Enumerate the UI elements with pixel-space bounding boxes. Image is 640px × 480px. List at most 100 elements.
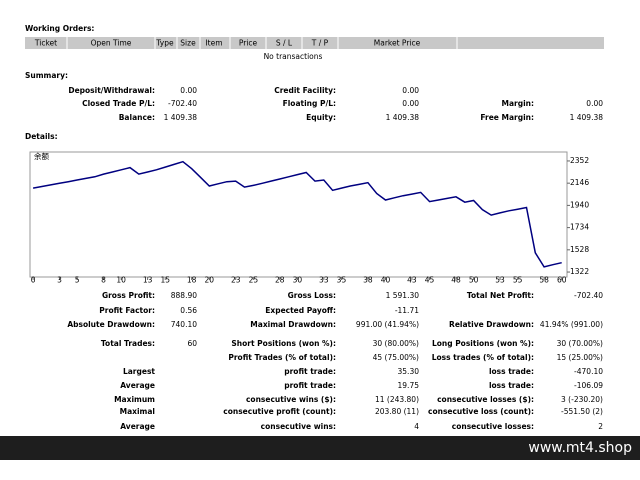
field-value: 1 409.38 xyxy=(570,113,604,122)
column-header: Price xyxy=(239,39,258,48)
field-label: profit trade: xyxy=(284,381,336,390)
field-value: -702.40 xyxy=(168,99,197,108)
section-title: Summary: xyxy=(25,71,68,80)
field-label: Long Positions (won %): xyxy=(432,339,534,348)
y-tick-label: 1940 xyxy=(570,200,589,209)
y-tick-label: 2146 xyxy=(570,178,589,187)
field-value: 1 409.38 xyxy=(386,113,420,122)
field-value: 203.80 (11) xyxy=(375,407,419,416)
field-label: Floating P/L: xyxy=(283,99,336,108)
x-tick-label: 43 xyxy=(407,276,417,285)
field-value: 30 (80.00%) xyxy=(373,339,419,348)
section-title: Working Orders: xyxy=(25,24,94,33)
column-header: T / P xyxy=(311,39,329,48)
column-header: Item xyxy=(205,39,222,48)
x-tick-label: 35 xyxy=(337,276,347,285)
field-label: Deposit/Withdrawal: xyxy=(68,86,155,95)
column-header: Size xyxy=(180,39,196,48)
column-header: S / L xyxy=(276,39,293,48)
x-tick-label: 40 xyxy=(381,276,391,285)
field-value: -106.09 xyxy=(574,381,603,390)
x-tick-label: 20 xyxy=(205,276,215,285)
field-value: 45 (75.00%) xyxy=(373,353,419,362)
footer-site: www.mt4.shop xyxy=(528,440,632,456)
x-tick-label: 18 xyxy=(187,276,197,285)
x-tick-label: 58 xyxy=(539,276,549,285)
x-tick-label: 28 xyxy=(275,276,285,285)
field-value: 0.00 xyxy=(402,99,419,108)
field-label: Maximal xyxy=(120,407,155,416)
x-tick-label: 53 xyxy=(495,276,505,285)
field-label: Average xyxy=(120,381,155,390)
x-tick-label: 8 xyxy=(101,276,106,285)
field-label: Balance: xyxy=(119,113,155,122)
y-tick-label: 1528 xyxy=(570,245,589,254)
column-header: Market Price xyxy=(374,39,421,48)
empty-note: No transactions xyxy=(264,52,323,61)
chart-legend: 余额 xyxy=(34,151,49,161)
x-tick-label: 55 xyxy=(513,276,523,285)
field-value: 11 (243.80) xyxy=(375,395,419,404)
y-tick-label: 1734 xyxy=(570,223,589,232)
x-tick-label: 30 xyxy=(293,276,303,285)
field-label: consecutive wins ($): xyxy=(246,395,336,404)
x-tick-label: 48 xyxy=(451,276,461,285)
field-label: Largest xyxy=(123,367,155,376)
field-label: Absolute Drawdown: xyxy=(67,320,155,329)
x-tick-label: 60 xyxy=(557,276,567,285)
x-tick-label: 15 xyxy=(160,276,170,285)
field-label: Expected Payoff: xyxy=(265,306,336,315)
field-label: consecutive wins: xyxy=(261,422,336,431)
y-tick-label: 1322 xyxy=(570,267,589,276)
field-value: 888.90 xyxy=(171,291,197,300)
field-label: Loss trades (% of total): xyxy=(432,353,534,362)
chart-frame xyxy=(29,151,568,278)
field-label: consecutive profit (count): xyxy=(223,407,336,416)
field-value: 15 (25.00%) xyxy=(557,353,603,362)
x-tick-label: 0 xyxy=(31,276,36,285)
field-value: 740.10 xyxy=(171,320,197,329)
column-header: Ticket xyxy=(34,39,57,48)
x-tick-label: 25 xyxy=(249,276,259,285)
x-tick-label: 38 xyxy=(363,276,373,285)
field-value: -11.71 xyxy=(395,306,419,315)
field-label: Gross Loss: xyxy=(288,291,336,300)
footer-bar xyxy=(0,436,640,460)
field-value: 30 (70.00%) xyxy=(557,339,603,348)
field-label: loss trade: xyxy=(489,381,534,390)
field-value: 19.75 xyxy=(398,381,420,390)
field-label: Closed Trade P/L: xyxy=(82,99,155,108)
field-value: 60 xyxy=(187,339,197,348)
field-value: -551.50 (2) xyxy=(561,407,603,416)
field-value: 1 591.30 xyxy=(386,291,420,300)
field-value: 2 xyxy=(598,422,603,431)
field-label: Total Trades: xyxy=(101,339,155,348)
field-value: 4 xyxy=(414,422,419,431)
field-label: Average xyxy=(120,422,155,431)
field-label: Short Positions (won %): xyxy=(231,339,336,348)
field-label: loss trade: xyxy=(489,367,534,376)
field-label: Maximal Drawdown: xyxy=(250,320,336,329)
field-label: Profit Factor: xyxy=(99,306,155,315)
x-tick-label: 3 xyxy=(57,276,62,285)
field-value: 41.94% (991.00) xyxy=(540,320,603,329)
field-value: 35.30 xyxy=(398,367,420,376)
field-value: 3 (-230.20) xyxy=(561,395,603,404)
field-label: Total Net Profit: xyxy=(467,291,534,300)
field-label: consecutive losses: xyxy=(452,422,534,431)
x-tick-label: 5 xyxy=(75,276,80,285)
x-tick-label: 13 xyxy=(143,276,153,285)
field-label: Gross Profit: xyxy=(102,291,155,300)
field-label: Relative Drawdown: xyxy=(449,320,534,329)
field-value: 0.56 xyxy=(180,306,197,315)
field-label: Free Margin: xyxy=(480,113,534,122)
balance-line xyxy=(32,160,562,268)
field-label: Margin: xyxy=(501,99,534,108)
x-tick-label: 45 xyxy=(425,276,435,285)
column-header: Type xyxy=(155,39,174,48)
field-label: profit trade: xyxy=(284,367,336,376)
field-value: 0.00 xyxy=(180,86,197,95)
field-label: Credit Facility: xyxy=(274,86,336,95)
